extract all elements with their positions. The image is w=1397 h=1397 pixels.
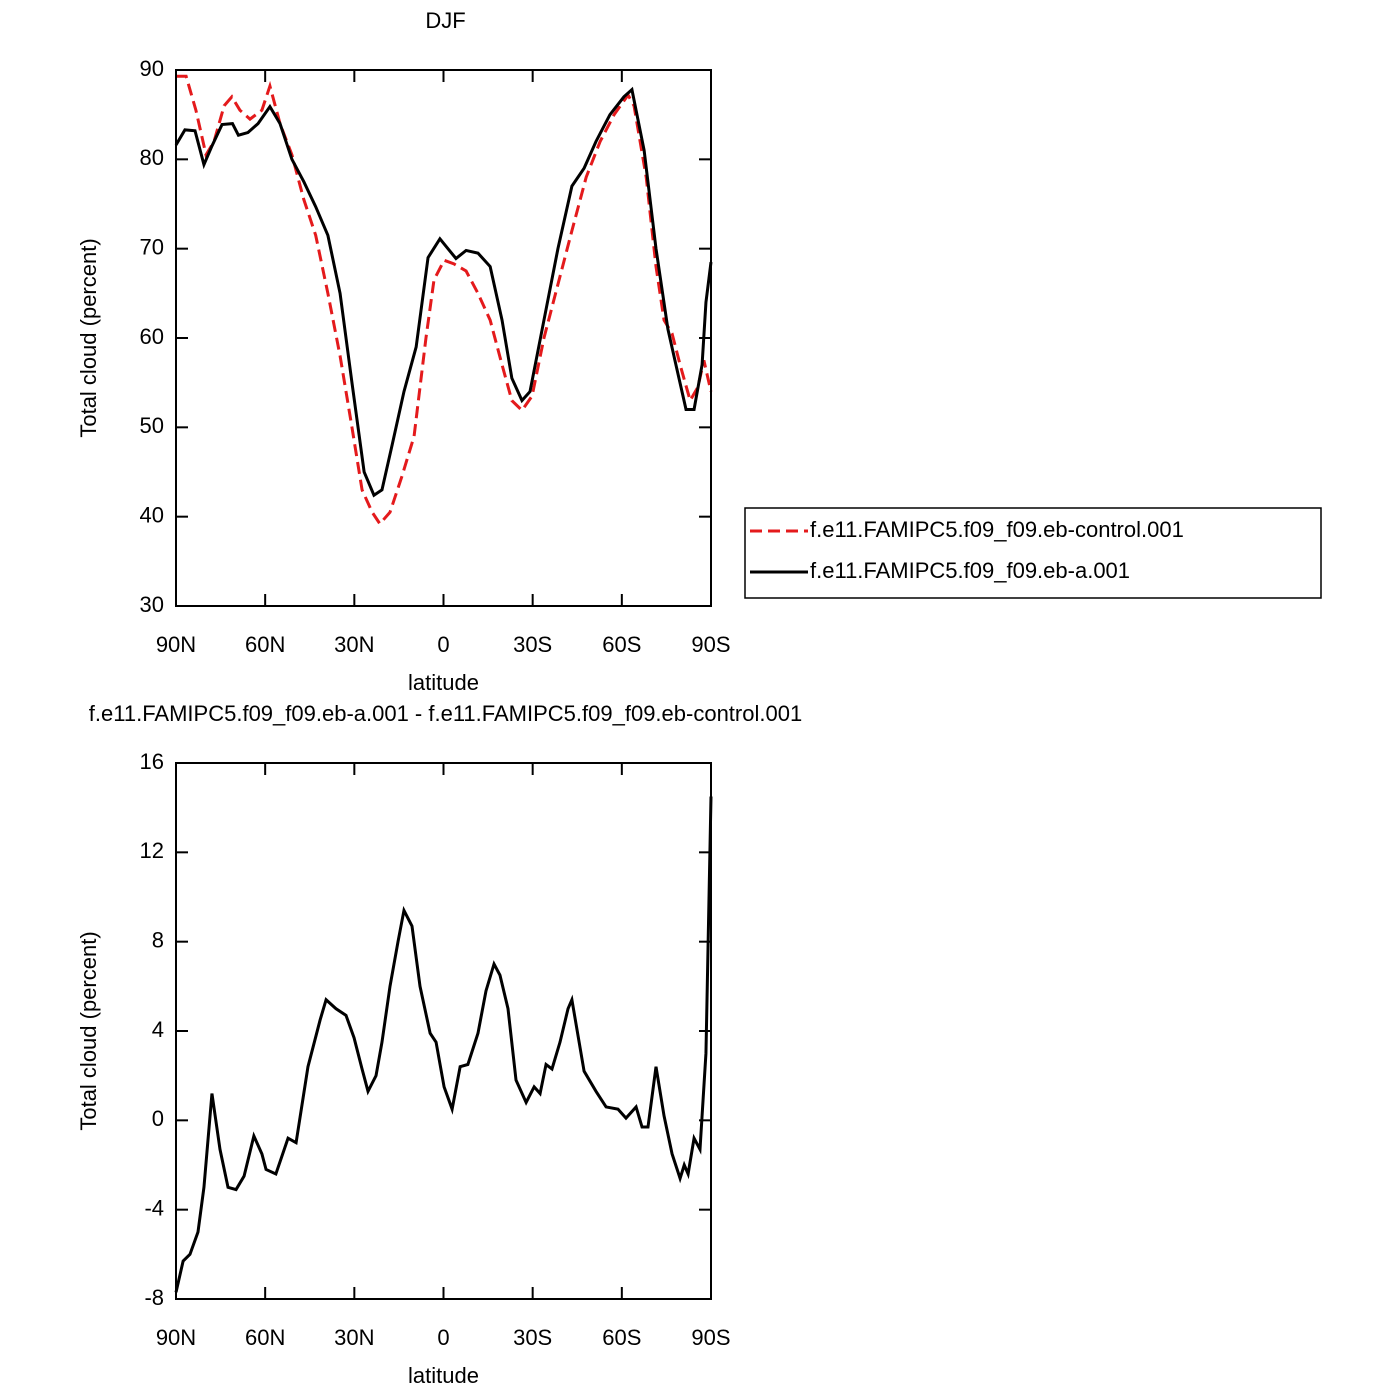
y-tick-label: 70 — [140, 234, 164, 259]
x-tick-label: 60N — [245, 632, 285, 657]
x-tick-label: 90N — [156, 1325, 196, 1350]
y-tick-label: -8 — [144, 1285, 164, 1310]
y-tick-label: 60 — [140, 324, 164, 349]
data-line — [174, 86, 713, 498]
x-tick-label: 30S — [513, 632, 552, 657]
x-axis-label: latitude — [408, 1363, 479, 1388]
y-tick-label: 30 — [140, 592, 164, 617]
x-tick-label: 0 — [437, 1325, 449, 1350]
y-tick-label: 12 — [140, 838, 164, 863]
y-axis-label: Total cloud (percent) — [76, 238, 101, 437]
x-tick-label: 30S — [513, 1325, 552, 1350]
y-tick-label: -4 — [144, 1195, 164, 1220]
x-tick-label: 60S — [602, 632, 641, 657]
x-tick-label: 60S — [602, 1325, 641, 1350]
chart-title: f.e11.FAMIPC5.f09_f09.eb-a.001 - f.e11.F… — [89, 701, 802, 726]
y-tick-label: 80 — [140, 145, 164, 170]
plot-frame — [175, 69, 712, 607]
data-line — [174, 796, 713, 1293]
y-axis-label: Total cloud (percent) — [76, 931, 101, 1130]
legend-label: f.e11.FAMIPC5.f09_f09.eb-a.001 — [810, 558, 1130, 583]
x-tick-label: 90S — [691, 632, 730, 657]
y-tick-label: 0 — [152, 1106, 164, 1131]
legend-label: f.e11.FAMIPC5.f09_f09.eb-control.001 — [810, 517, 1184, 542]
y-tick-label: 8 — [152, 927, 164, 952]
plot-frame — [175, 762, 712, 1300]
x-tick-label: 30N — [334, 632, 374, 657]
x-tick-label: 60N — [245, 1325, 285, 1350]
y-tick-label: 16 — [140, 749, 164, 774]
legend-box — [744, 507, 1322, 599]
x-tick-label: 0 — [437, 632, 449, 657]
y-tick-label: 90 — [140, 56, 164, 81]
y-tick-label: 40 — [140, 502, 164, 527]
data-line — [176, 74, 713, 527]
x-tick-label: 30N — [334, 1325, 374, 1350]
y-tick-label: 50 — [140, 413, 164, 438]
x-axis-label: latitude — [408, 670, 479, 695]
y-tick-label: 4 — [152, 1017, 164, 1042]
chart-title: DJF — [425, 8, 465, 33]
x-tick-label: 90N — [156, 632, 196, 657]
x-tick-label: 90S — [691, 1325, 730, 1350]
